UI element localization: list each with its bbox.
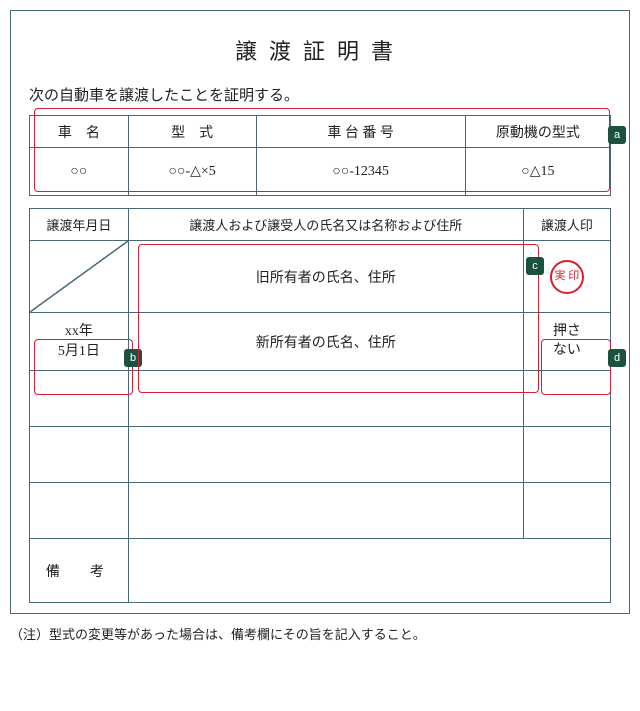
cell-engine: ○△15 bbox=[465, 148, 610, 196]
col-model: 型 式 bbox=[128, 116, 256, 148]
document-page: 譲渡証明書 次の自動車を譲渡したことを証明する。 車 名 型 式 車 台 番 号… bbox=[10, 10, 630, 614]
date-line1: xx年 bbox=[65, 324, 93, 339]
table-row bbox=[30, 371, 611, 427]
col-chassis: 車 台 番 号 bbox=[256, 116, 465, 148]
cell-seal-2: 押さ ない bbox=[523, 313, 610, 371]
cell-chassis: ○○-12345 bbox=[256, 148, 465, 196]
table-row: ○○ ○○-△×5 ○○-12345 ○△15 bbox=[30, 148, 611, 196]
cell-date-slash bbox=[30, 241, 129, 313]
table-row: xx年 5月1日 新所有者の氏名、住所 押さ ない bbox=[30, 313, 611, 371]
page-subtitle: 次の自動車を譲渡したことを証明する。 bbox=[29, 84, 611, 105]
cell-remarks-label: 備 考 bbox=[30, 539, 129, 603]
table-row: 譲渡年月日 譲渡人および譲受人の氏名又は名称および住所 譲渡人印 bbox=[30, 209, 611, 241]
cell-date: xx年 5月1日 bbox=[30, 313, 129, 371]
seal-icon: 実 印 bbox=[550, 260, 584, 294]
seal-line2: ない bbox=[553, 343, 581, 358]
col-seal: 譲渡人印 bbox=[523, 209, 610, 241]
table-row bbox=[30, 483, 611, 539]
seal-line1: 押さ bbox=[553, 324, 581, 339]
col-names: 譲渡人および譲受人の氏名又は名称および住所 bbox=[128, 209, 523, 241]
cell-model: ○○-△×5 bbox=[128, 148, 256, 196]
table-row bbox=[30, 427, 611, 483]
page-title: 譲渡証明書 bbox=[29, 34, 611, 66]
cell-new-owner: 新所有者の氏名、住所 bbox=[128, 313, 523, 371]
cell-remarks bbox=[128, 539, 610, 603]
cell-prev-owner: 旧所有者の氏名、住所 bbox=[128, 241, 523, 313]
vehicle-table: 車 名 型 式 車 台 番 号 原動機の型式 ○○ ○○-△×5 ○○-1234… bbox=[29, 115, 611, 196]
transfer-table: 譲渡年月日 譲渡人および譲受人の氏名又は名称および住所 譲渡人印 旧所有者の氏名… bbox=[29, 208, 611, 603]
col-car-name: 車 名 bbox=[30, 116, 129, 148]
col-engine: 原動機の型式 bbox=[465, 116, 610, 148]
cell-seal-1: 実 印 bbox=[523, 241, 610, 313]
table-row: 旧所有者の氏名、住所 実 印 bbox=[30, 241, 611, 313]
table-row: 備 考 bbox=[30, 539, 611, 603]
date-line2: 5月1日 bbox=[58, 344, 100, 359]
footnote: （注）型式の変更等があった場合は、備考欄にその旨を記入すること。 bbox=[10, 624, 630, 643]
table-row: 車 名 型 式 車 台 番 号 原動機の型式 bbox=[30, 116, 611, 148]
col-date: 譲渡年月日 bbox=[30, 209, 129, 241]
cell-car-name: ○○ bbox=[30, 148, 129, 196]
